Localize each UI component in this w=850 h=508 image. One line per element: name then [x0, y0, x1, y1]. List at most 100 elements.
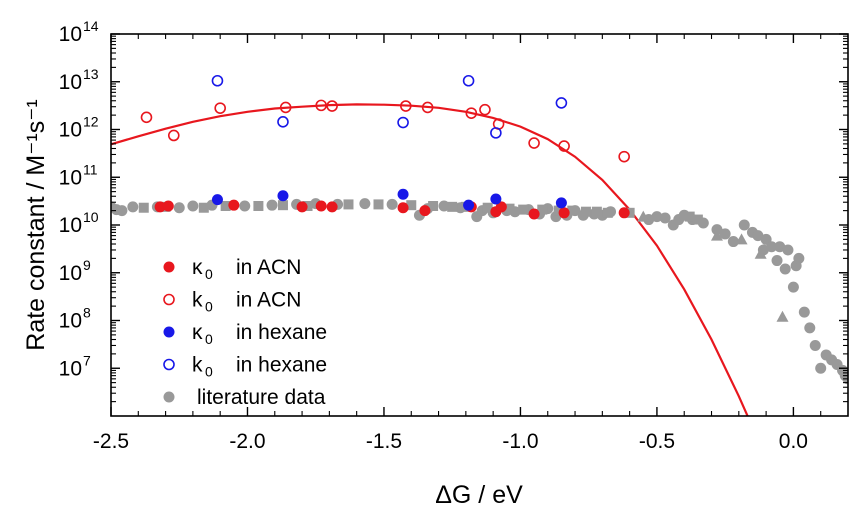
- data-point-literature-data: [359, 198, 371, 210]
- legend-marker: [163, 358, 175, 371]
- legend-marker: [163, 326, 175, 338]
- data-point-literature-data-squares: [428, 200, 439, 211]
- data-point-literature-data-squares: [343, 199, 354, 210]
- data-point-literature-data: [719, 228, 731, 240]
- data-point-k0-in-hexane: [397, 116, 409, 129]
- data-point-k0-in-acn: [140, 111, 153, 124]
- data-point-literature-data: [793, 252, 805, 264]
- data-point-k0-in-acn: [421, 101, 434, 114]
- y-tick-label: 10: [59, 71, 82, 94]
- data-point-0-in-acn: [558, 207, 570, 219]
- data-point-literature-data-squares: [580, 206, 591, 217]
- data-point-0-in-acn: [315, 200, 327, 212]
- y-tick-exponent: 9: [83, 257, 91, 273]
- y-tick-exponent: 11: [83, 161, 98, 177]
- data-point-k0-in-hexane: [277, 115, 289, 128]
- data-point-k0-in-hexane: [555, 97, 568, 109]
- data-point-literature-data-squares: [447, 201, 458, 212]
- y-tick-exponent: 7: [83, 352, 91, 368]
- data-point-literature-data-squares: [302, 200, 313, 211]
- data-point-literature-data-triangles: [735, 233, 748, 245]
- data-point-literature-data: [438, 200, 450, 212]
- data-point-0-in-acn: [296, 201, 308, 213]
- y-tick-label: 10: [59, 119, 82, 142]
- legend-label: in ACN: [236, 289, 301, 312]
- data-point-literature-data-squares: [198, 202, 209, 213]
- data-point-literature-data: [738, 219, 750, 231]
- data-point-literature-data-squares: [277, 200, 288, 211]
- data-point-0-in-acn: [419, 205, 431, 217]
- y-tick-label: 10: [59, 214, 82, 237]
- data-point-literature-data: [798, 306, 810, 318]
- data-point-literature-data-squares: [406, 200, 417, 211]
- legend-label: in hexane: [236, 354, 327, 377]
- x-tick-label: 0.0: [779, 430, 808, 453]
- y-tick-label: 10: [59, 166, 82, 189]
- data-point-0-in-acn: [495, 201, 507, 213]
- legend-entry: κ 0 in ACN: [163, 256, 301, 282]
- data-point-literature-data-squares: [537, 204, 548, 215]
- data-point-0-in-acn: [326, 201, 338, 213]
- data-point-k0-in-acn: [465, 107, 478, 119]
- legend-marker: [163, 293, 175, 306]
- legend-entry: literature data: [163, 386, 326, 409]
- data-point-literature-data: [187, 200, 199, 212]
- data-point-literature-data-triangles: [637, 210, 650, 222]
- data-point-literature-data-squares: [253, 200, 264, 211]
- data-point-literature-data: [659, 212, 671, 224]
- legend-symbol: κ: [192, 256, 203, 279]
- data-point-literature-data-squares: [220, 200, 231, 211]
- data-point-literature-data: [386, 198, 398, 210]
- data-point-k0-in-hexane: [462, 74, 475, 87]
- legend-symbol: κ: [192, 321, 203, 344]
- data-point-literature-data-squares: [684, 211, 695, 222]
- data-point-k0-in-acn: [167, 129, 180, 142]
- x-tick-label: -2.0: [229, 430, 265, 453]
- y-tick-exponent: 12: [83, 114, 99, 130]
- data-point-literature-data: [815, 362, 827, 374]
- data-point-literature-data: [771, 255, 783, 267]
- data-point-k0-in-hexane: [490, 127, 502, 139]
- legend-entry: k 0 in ACN: [163, 289, 301, 315]
- data-point-literature-data-triangles: [710, 229, 723, 241]
- data-point-0-in-hexane: [555, 197, 567, 209]
- data-point-k0-in-acn: [558, 140, 570, 152]
- y-tick-exponent: 10: [83, 209, 99, 225]
- data-point-literature-data: [116, 205, 128, 217]
- data-point-literature-data-squares: [692, 214, 703, 225]
- data-point-literature-data-squares: [138, 202, 149, 213]
- x-tick-label: -0.5: [639, 430, 675, 453]
- data-point-0-in-hexane: [397, 188, 409, 200]
- y-axis-title: Rate constant / M⁻¹s⁻¹: [22, 99, 50, 350]
- legend-label: in hexane: [236, 321, 327, 344]
- data-point-k0-in-acn: [528, 137, 540, 149]
- data-point-0-in-acn: [397, 202, 409, 214]
- data-point-0-in-hexane: [277, 190, 289, 202]
- y-tick-label: 10: [59, 357, 82, 380]
- data-point-literature-data-squares: [602, 207, 613, 218]
- data-point-literature-data: [266, 199, 278, 211]
- y-tick-label: 10: [59, 23, 82, 46]
- legend-label: literature data: [197, 386, 326, 409]
- data-point-0-in-acn: [228, 199, 240, 211]
- data-point-literature-data: [804, 322, 816, 334]
- data-point-k0-in-hexane: [211, 74, 224, 87]
- data-point-literature-data: [809, 339, 821, 351]
- fit-curve: [111, 103, 749, 416]
- data-point-0-in-acn: [528, 208, 540, 220]
- legend-symbol: k: [192, 354, 203, 377]
- data-point-literature-data: [782, 244, 794, 256]
- data-point-literature-data: [752, 230, 764, 242]
- data-point-k0-in-acn: [214, 102, 226, 114]
- x-tick-label: -2.5: [93, 430, 129, 453]
- legend-subscript: 0: [205, 299, 213, 315]
- legend-subscript: 0: [205, 364, 213, 380]
- y-tick-label: 10: [59, 310, 82, 333]
- data-point-k0-in-acn: [479, 103, 491, 116]
- data-point-0-in-acn: [162, 200, 174, 212]
- data-point-literature-data: [766, 241, 778, 253]
- data-point-literature-data-triangles: [776, 310, 789, 322]
- data-point-literature-data-squares: [591, 206, 602, 217]
- data-point-literature-data: [787, 281, 799, 293]
- legend-symbol: k: [192, 289, 203, 312]
